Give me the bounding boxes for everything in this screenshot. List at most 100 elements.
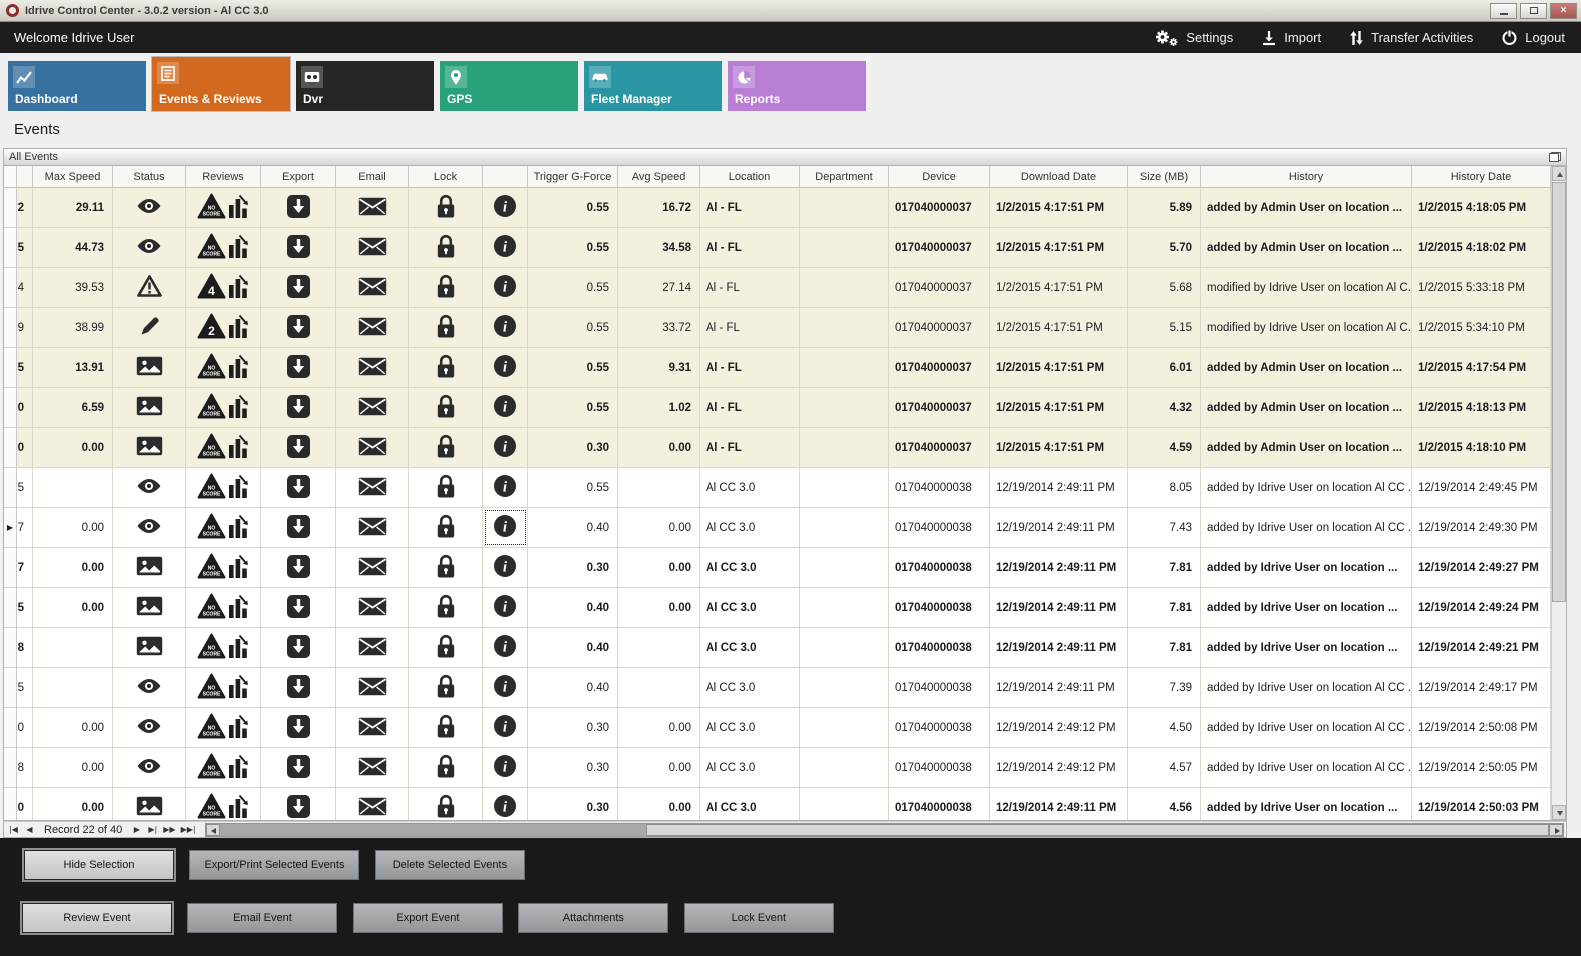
column-header-row-indicator[interactable] [4,166,17,187]
column-header-size-mb[interactable]: Size (MB) [1128,166,1201,187]
table-row[interactable]: 5 0.00 NO SCORE i 0.40 0.00 Al CC 3.0 0170400000… [4,588,1551,628]
horizontal-scrollbar[interactable] [204,822,1564,837]
cell-lock[interactable] [409,188,483,227]
table-row[interactable]: 9 38.99 2 i 0.55 33.72 Al - FL 017040000037 1/2/… [4,308,1551,348]
column-header-location[interactable]: Location [700,166,800,187]
table-row[interactable]: ▶ 7 0.00 NO SCORE i 0.40 0.00 Al CC 3.0 017040000… [4,508,1551,548]
cell-lock[interactable] [409,708,483,747]
column-header-department[interactable]: Department [800,166,889,187]
scroll-down-icon[interactable] [1552,805,1566,820]
cell-reviews[interactable]: NO SCORE [186,348,261,387]
table-row[interactable]: 5 44.73 NO SCORE i 0.55 34.58 Al - FL 0170400000… [4,228,1551,268]
logout-button[interactable]: Logout [1501,29,1565,46]
cell-reviews[interactable]: NO SCORE [186,428,261,467]
cell-export[interactable] [261,388,336,427]
cell-email[interactable] [336,188,409,227]
tab-events-reviews[interactable]: Events & Reviews [152,57,290,111]
float-panel-icon[interactable] [1549,152,1561,162]
cell-export[interactable] [261,588,336,627]
cell-status[interactable] [113,788,186,820]
scroll-left-icon[interactable] [205,823,220,836]
cell-email[interactable] [336,508,409,547]
cell-lock[interactable] [409,788,483,820]
cell-reviews[interactable]: NO SCORE [186,588,261,627]
table-row[interactable]: 8 NO SCORE i 0.40 Al CC 3.0 017040000038 12/19/… [4,628,1551,668]
column-header-reviews[interactable]: Reviews [186,166,261,187]
import-button[interactable]: Import [1261,30,1321,46]
cell-lock[interactable] [409,468,483,507]
cell-status[interactable] [113,508,186,547]
table-row[interactable]: 5 NO SCORE i 0.55 Al CC 3.0 017040000038 12/19/… [4,468,1551,508]
cell-lock[interactable] [409,668,483,707]
cell-info[interactable]: i [483,428,528,467]
cell-info[interactable]: i [483,188,528,227]
table-row[interactable]: 0 0.00 NO SCORE i 0.30 0.00 Al CC 3.0 0170400000… [4,708,1551,748]
record-next-button[interactable]: ▶ [129,823,144,836]
cell-email[interactable] [336,468,409,507]
cell-info[interactable]: i [483,348,528,387]
table-row[interactable]: 0 6.59 NO SCORE i 0.55 1.02 Al - FL 017040000037… [4,388,1551,428]
column-header-history-date[interactable]: History Date [1412,166,1551,187]
cell-email[interactable] [336,708,409,747]
column-header-cut-column[interactable] [17,166,33,187]
cell-status[interactable] [113,428,186,467]
record-last-page-button[interactable]: ▶▶| [180,825,196,834]
column-header-max-speed[interactable]: Max Speed [33,166,113,187]
cell-info[interactable]: i [483,268,528,307]
cell-status[interactable] [113,228,186,267]
cell-reviews[interactable]: NO SCORE [186,628,261,667]
cell-export[interactable] [261,748,336,787]
cell-reviews[interactable]: 4 [186,268,261,307]
email-event-button[interactable]: Email Event [187,903,338,933]
cell-status[interactable] [113,308,186,347]
cell-export[interactable] [261,428,336,467]
cell-info[interactable]: i [483,548,528,587]
table-row[interactable]: 5 NO SCORE i 0.40 Al CC 3.0 017040000038 12/19/… [4,668,1551,708]
record-first-button[interactable]: |◀ [6,823,21,836]
cell-email[interactable] [336,588,409,627]
cell-email[interactable] [336,548,409,587]
tab-gps[interactable]: GPS [440,61,578,111]
close-button[interactable]: × [1550,2,1577,19]
tab-fleet-manager[interactable]: Fleet Manager [584,61,722,111]
cell-export[interactable] [261,508,336,547]
table-row[interactable]: 0 0.00 NO SCORE i 0.30 0.00 Al CC 3.0 0170400000… [4,788,1551,820]
cell-info[interactable]: i [483,748,528,787]
cell-info[interactable]: i [483,228,528,267]
cell-status[interactable] [113,348,186,387]
cell-status[interactable] [113,708,186,747]
cell-email[interactable] [336,428,409,467]
cell-export[interactable] [261,668,336,707]
export-event-button[interactable]: Export Event [352,903,503,933]
column-header-lock[interactable]: Lock [409,166,483,187]
cell-info[interactable]: i [483,588,528,627]
cell-reviews[interactable]: NO SCORE [186,388,261,427]
vertical-scrollbar[interactable] [1551,166,1566,820]
cell-info[interactable]: i [483,668,528,707]
column-header-download-date[interactable]: Download Date [990,166,1128,187]
tab-dvr[interactable]: Dvr [296,61,434,111]
cell-lock[interactable] [409,508,483,547]
cell-lock[interactable] [409,748,483,787]
table-row[interactable]: 8 0.00 NO SCORE i 0.30 0.00 Al CC 3.0 0170400000… [4,748,1551,788]
cell-reviews[interactable]: 2 [186,308,261,347]
column-header-status[interactable]: Status [113,166,186,187]
cell-reviews[interactable]: NO SCORE [186,468,261,507]
cell-info[interactable]: i [483,308,528,347]
column-header-export[interactable]: Export [261,166,336,187]
cell-email[interactable] [336,748,409,787]
cell-lock[interactable] [409,628,483,667]
table-row[interactable]: 4 39.53 4 i 0.55 27.14 Al - FL 017040000037 1/2/… [4,268,1551,308]
cell-status[interactable] [113,588,186,627]
column-header-avg-speed[interactable]: Avg Speed [618,166,700,187]
column-header-info[interactable] [483,166,528,187]
delete-selected-button[interactable]: Delete Selected Events [374,850,525,880]
cell-reviews[interactable]: NO SCORE [186,788,261,820]
tab-reports[interactable]: Reports [728,61,866,111]
cell-status[interactable] [113,268,186,307]
cell-lock[interactable] [409,348,483,387]
cell-reviews[interactable]: NO SCORE [186,548,261,587]
cell-email[interactable] [336,348,409,387]
cell-reviews[interactable]: NO SCORE [186,188,261,227]
cell-export[interactable] [261,268,336,307]
